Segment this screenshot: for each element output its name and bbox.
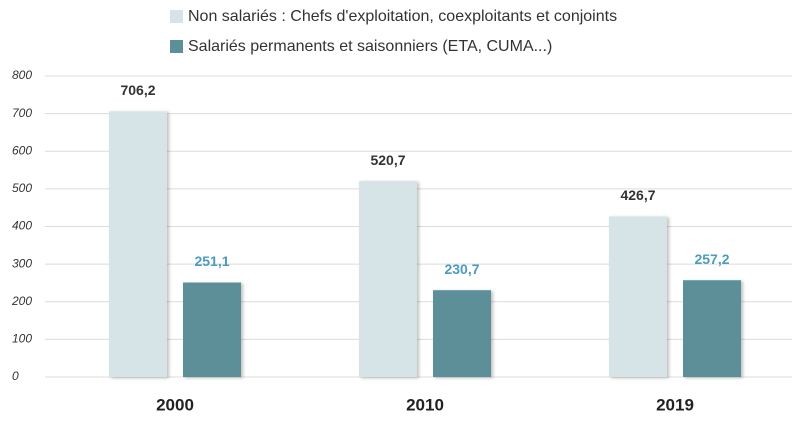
value-label: 230,7 <box>444 261 479 277</box>
y-tick-label: 500 <box>12 181 32 195</box>
bar <box>609 216 667 377</box>
y-tick-label: 100 <box>12 332 32 346</box>
bar <box>109 111 167 378</box>
value-label: 257,2 <box>694 251 729 267</box>
value-label: 520,7 <box>370 152 405 168</box>
value-label: 426,7 <box>620 187 655 203</box>
bar <box>359 181 417 377</box>
y-tick-label: 800 <box>12 68 32 82</box>
legend-swatch <box>170 10 183 23</box>
x-tick-label: 2000 <box>156 395 194 414</box>
bar <box>183 282 241 377</box>
y-tick-label: 200 <box>11 294 32 308</box>
bar <box>433 290 491 377</box>
y-tick-label: 400 <box>12 219 32 233</box>
legend-label: Salariés permanents et saisonniers (ETA,… <box>188 38 552 55</box>
y-tick-label: 300 <box>12 256 32 270</box>
y-tick-label: 0 <box>12 369 19 383</box>
y-tick-label: 600 <box>12 143 32 157</box>
bar <box>683 280 741 377</box>
y-tick-label: 700 <box>12 106 32 120</box>
x-tick-label: 2010 <box>406 395 444 414</box>
legend-label: Non salariés : Chefs d'exploitation, coe… <box>188 8 617 25</box>
value-label: 706,2 <box>120 82 155 98</box>
legend-swatch <box>170 40 183 53</box>
x-tick-label: 2019 <box>656 395 694 414</box>
value-label: 251,1 <box>194 253 229 269</box>
